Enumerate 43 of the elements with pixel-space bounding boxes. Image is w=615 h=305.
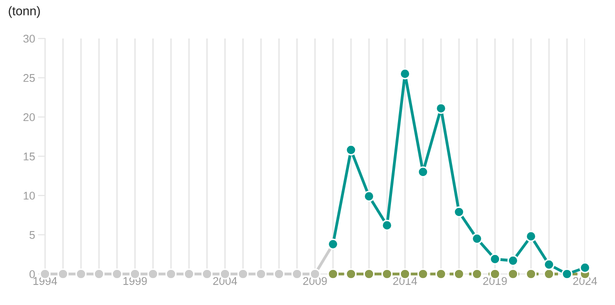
point	[255, 268, 267, 280]
point	[417, 268, 429, 280]
y-tick-label: 25	[23, 74, 35, 82]
point	[165, 268, 177, 280]
point	[237, 268, 249, 280]
point	[291, 268, 303, 280]
point	[399, 68, 411, 80]
point	[471, 233, 483, 244]
point	[507, 255, 519, 266]
point	[111, 268, 123, 280]
point	[453, 206, 465, 218]
point	[327, 268, 339, 280]
point	[201, 268, 213, 280]
y-tick-label: 0	[30, 270, 35, 278]
point	[363, 268, 375, 280]
point	[435, 102, 447, 114]
point	[435, 268, 447, 280]
point	[93, 268, 105, 280]
point	[453, 268, 465, 280]
y-tick-label: 10	[24, 192, 35, 200]
point	[147, 268, 159, 280]
point	[525, 230, 537, 242]
y-tick-label: 20	[23, 113, 35, 122]
point	[417, 166, 429, 178]
point	[57, 268, 69, 280]
y-tick-label: 30	[23, 34, 35, 43]
y-tick-label: 5	[30, 231, 35, 239]
point	[183, 268, 195, 280]
point	[345, 268, 357, 280]
point	[543, 259, 555, 270]
point	[381, 220, 393, 231]
point	[525, 268, 537, 280]
point	[345, 144, 357, 156]
point	[381, 268, 393, 280]
point	[579, 262, 591, 274]
y-axis-title: (tonn)	[8, 6, 40, 18]
y-tick-label: 15	[24, 152, 35, 160]
point	[363, 190, 375, 202]
point	[507, 268, 519, 280]
point	[489, 254, 501, 265]
point	[75, 268, 87, 280]
point	[273, 268, 285, 280]
point	[471, 268, 483, 280]
